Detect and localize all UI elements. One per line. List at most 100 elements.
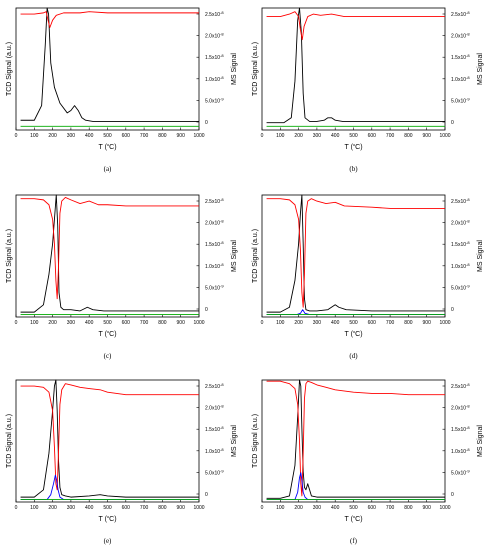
x-tick-label: 100 <box>276 505 285 511</box>
x-tick-label: 100 <box>276 320 285 326</box>
panel-caption: (a) <box>104 165 112 173</box>
y2-tick-label: 0 <box>205 120 208 126</box>
x-tick-label: 900 <box>423 505 432 511</box>
x-tick-label: 300 <box>313 133 322 139</box>
y2-tick-exponent: -8 <box>220 240 224 245</box>
y2-tick-label: 0 <box>205 307 208 313</box>
x-tick-label: 700 <box>386 320 395 326</box>
x-tick-label: 1000 <box>439 505 450 511</box>
y2-tick-exponent: -8 <box>466 53 470 58</box>
y2-tick-exponent: -8 <box>220 75 224 80</box>
y2-tick-label: 2.0x10-8 <box>205 32 224 40</box>
y2-tick-label: 1.5x10-8 <box>205 53 224 61</box>
panel-caption: (d) <box>349 352 358 360</box>
panel-caption: (c) <box>104 352 112 360</box>
y2-tick-label: 5.0x10-9 <box>205 468 224 476</box>
plot-frame <box>15 194 200 318</box>
x-tick-label: 500 <box>349 505 358 511</box>
x-tick-label: 600 <box>122 320 131 326</box>
x-tick-label: 500 <box>349 320 358 326</box>
y2-tick-label: 1.5x10-8 <box>205 240 224 248</box>
y2-tick-exponent: -8 <box>466 240 470 245</box>
x-tick-label: 200 <box>294 320 303 326</box>
x-tick-label: 0 <box>15 505 18 511</box>
x-tick-label: 400 <box>331 320 340 326</box>
plot-frame <box>261 194 446 318</box>
y2-tick-label: 2.0x10-8 <box>451 404 470 412</box>
y2-tick-exponent: -8 <box>220 262 224 267</box>
y-axis-label: TCD Signal (a.u.) <box>252 414 259 468</box>
x-tick-label: 800 <box>404 133 413 139</box>
series-line <box>266 380 445 497</box>
y2-tick-label: 0 <box>451 120 454 126</box>
x-axis-label: T (oC) <box>344 514 362 523</box>
x-tick-label: 0 <box>15 320 18 326</box>
y-axis-label: TCD Signal (a.u.) <box>6 414 13 468</box>
x-tick-label: 800 <box>404 320 413 326</box>
y2-tick-label: 2.0x10-8 <box>451 219 470 227</box>
chart-panel-3: 0 100 200 300 400 500 600 700 800 900 1000 0 5.0x10-… <box>252 194 484 360</box>
x-tick-label: 800 <box>404 505 413 511</box>
y2-tick-exponent: -8 <box>220 53 224 58</box>
y2-tick-exponent: -8 <box>466 219 470 224</box>
x-tick-label: 1000 <box>193 505 204 511</box>
x-tick-label: 700 <box>140 320 149 326</box>
y2-tick-label: 2.5x10-8 <box>205 382 224 390</box>
x-tick-label: 800 <box>158 505 167 511</box>
y2-tick-exponent: -8 <box>466 197 470 202</box>
x-tick-label: 0 <box>261 505 264 511</box>
y2-axis-label: MS Signal <box>477 425 484 457</box>
x-tick-label: 400 <box>85 505 94 511</box>
series-line <box>266 198 445 308</box>
x-tick-label: 600 <box>368 133 377 139</box>
y2-tick-label: 2.0x10-8 <box>205 404 224 412</box>
y2-tick-label: 1.0x10-8 <box>205 447 224 455</box>
x-tick-label: 700 <box>140 505 149 511</box>
y2-tick-label: 2.5x10-8 <box>451 382 470 390</box>
series-line <box>20 383 199 491</box>
y2-tick-label: 0 <box>451 307 454 313</box>
y2-tick-label: 5.0x10-9 <box>451 468 470 476</box>
y2-tick-label: 0 <box>205 492 208 498</box>
series-line <box>20 196 199 300</box>
x-tick-label: 700 <box>140 133 149 139</box>
y2-tick-exponent: -8 <box>466 382 470 387</box>
series-line <box>266 11 445 41</box>
x-tick-label: 900 <box>177 133 186 139</box>
x-tick-label: 400 <box>331 505 340 511</box>
y2-tick-label: 5.0x10-9 <box>451 96 470 104</box>
x-tick-label: 100 <box>276 133 285 139</box>
y2-tick-exponent: -8 <box>466 262 470 267</box>
y2-tick-exponent: -9 <box>466 283 470 288</box>
x-tick-label: 500 <box>103 320 112 326</box>
y2-axis-label: MS Signal <box>231 53 238 85</box>
series-line <box>266 7 445 124</box>
y2-tick-exponent: -8 <box>220 425 224 430</box>
y2-tick-label: 1.0x10-8 <box>451 75 470 83</box>
x-axis-label: T (oC) <box>98 142 116 151</box>
y-axis-label: TCD Signal (a.u.) <box>252 42 259 96</box>
x-tick-label: 200 <box>294 505 303 511</box>
x-tick-label: 500 <box>349 133 358 139</box>
chart-panel-4: 0 100 200 300 400 500 600 700 800 900 1000 0 5.0x10-… <box>6 379 238 545</box>
x-tick-label: 100 <box>30 133 39 139</box>
x-tick-label: 900 <box>423 320 432 326</box>
x-tick-label: 600 <box>368 505 377 511</box>
plot-frame <box>261 379 446 503</box>
y2-tick-exponent: -8 <box>466 75 470 80</box>
y2-tick-exponent: -8 <box>466 447 470 452</box>
x-tick-label: 900 <box>423 133 432 139</box>
y2-tick-label: 1.5x10-8 <box>451 53 470 61</box>
x-tick-label: 200 <box>294 133 303 139</box>
y2-tick-exponent: -8 <box>466 32 470 37</box>
y2-tick-exponent: -9 <box>466 468 470 473</box>
x-tick-label: 300 <box>67 320 76 326</box>
series-line <box>20 474 199 501</box>
x-tick-label: 400 <box>85 133 94 139</box>
y2-tick-exponent: -9 <box>220 283 224 288</box>
y2-tick-label: 5.0x10-9 <box>205 283 224 291</box>
chart-panel-1: 0 100 200 300 400 500 600 700 800 900 1000 0 5.0x10-… <box>252 7 484 173</box>
x-tick-label: 400 <box>85 320 94 326</box>
y2-tick-label: 1.0x10-8 <box>451 262 470 270</box>
